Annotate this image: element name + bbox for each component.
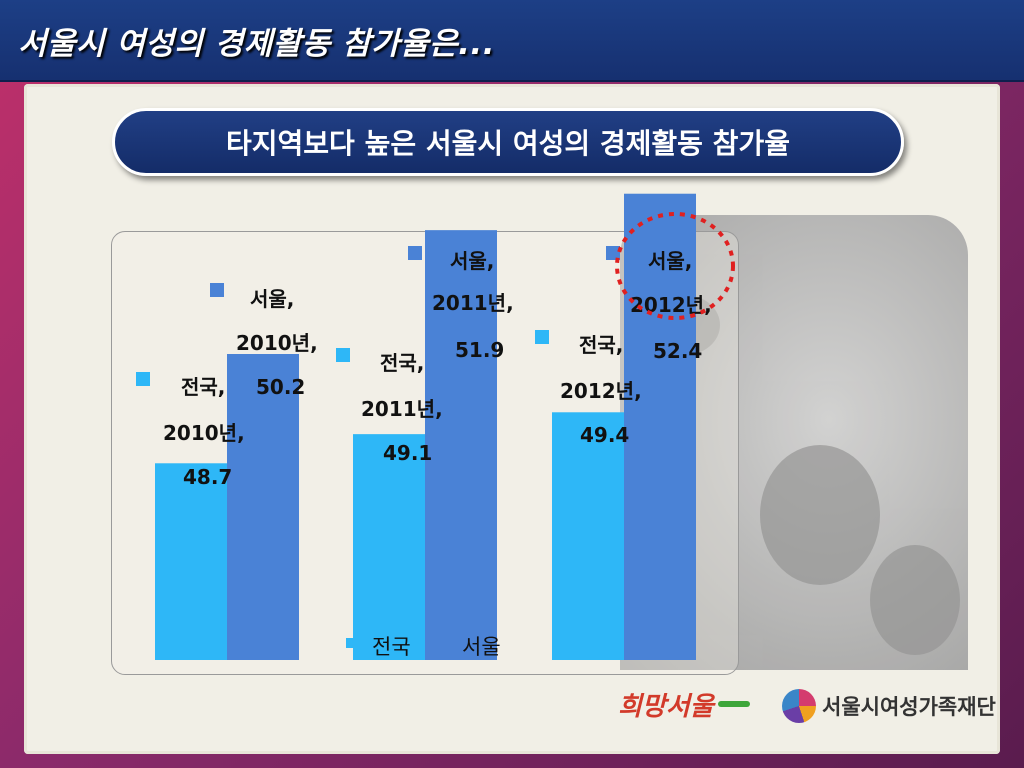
bar-national-2 [552,412,624,660]
bar-national-1 [353,434,425,660]
data-label-swatch [606,246,620,260]
foundation-logo-text: 서울시여성가족재단 [822,695,996,719]
data-label-seoul-1-1: 2011년, [432,291,514,315]
legend-swatch-national [346,638,356,648]
subtitle-banner: 타지역보다 높은 서울시 여성의 경제활동 참가율 [112,108,904,176]
bar-seoul-0 [227,354,299,660]
bar-seoul-1 [425,230,497,660]
bar-seoul-2 [624,193,696,660]
swoosh-icon [717,701,750,707]
data-label-seoul-2-1: 2012년, [630,293,712,317]
data-label-national-1-1: 2011년, [361,397,443,421]
data-label-seoul-1-2: 51.9 [455,338,504,362]
data-label-national-2-2: 49.4 [580,423,629,447]
data-label-national-0-0: 전국, [181,375,225,399]
data-label-national-0-1: 2010년, [163,421,245,445]
data-label-seoul-2-0: 서울, [648,249,692,273]
legend-label-seoul: 서울 [462,635,501,659]
decorative-blob [760,445,880,585]
data-label-swatch [136,372,150,386]
data-label-swatch [408,246,422,260]
foundation-logo: 서울시여성가족재단 [782,686,996,726]
decorative-blob [870,545,960,655]
data-label-national-1-2: 49.1 [383,441,432,465]
data-label-national-1-0: 전국, [380,351,424,375]
data-label-seoul-0-2: 50.2 [256,375,305,399]
page-title: 서울시 여성의 경제활동 참가율은... [18,26,495,62]
data-label-swatch [535,330,549,344]
data-label-swatch [336,348,350,362]
data-label-seoul-2-2: 52.4 [653,339,702,363]
data-label-national-0-2: 48.7 [183,465,232,489]
legend-label-national: 전국 [372,635,411,659]
data-label-national-2-0: 전국, [579,333,623,357]
data-label-swatch [210,283,224,297]
highlight-circle [615,212,735,320]
data-label-seoul-0-1: 2010년, [236,331,318,355]
foundation-mark-icon [782,689,816,723]
bar-national-0 [155,463,227,660]
hope-seoul-logo-text: 희망서울 [618,691,714,722]
legend-swatch-seoul [436,638,446,648]
data-label-seoul-1-0: 서울, [450,249,494,273]
data-label-national-2-1: 2012년, [560,379,642,403]
data-label-seoul-0-0: 서울, [250,287,294,311]
hope-seoul-logo: 희망서울 [618,682,768,726]
header-bar: 서울시 여성의 경제활동 참가율은... [0,0,1024,82]
